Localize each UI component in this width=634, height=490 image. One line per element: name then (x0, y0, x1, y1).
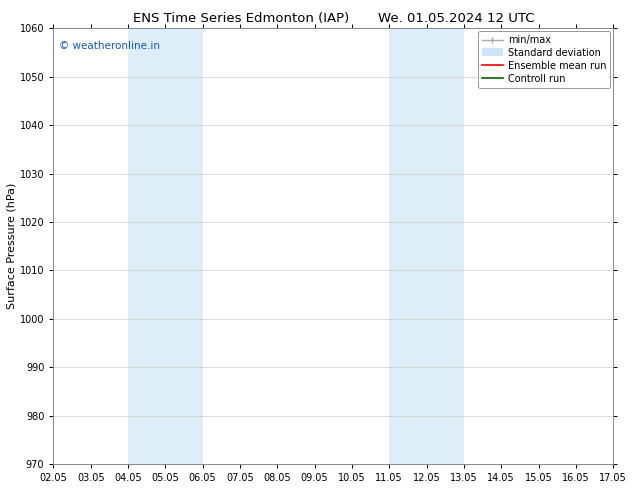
Bar (389, 28, 464, 464)
Text: ENS Time Series Edmonton (IAP): ENS Time Series Edmonton (IAP) (133, 12, 349, 25)
Text: We. 01.05.2024 12 UTC: We. 01.05.2024 12 UTC (378, 12, 534, 25)
Legend: min/max, Standard deviation, Ensemble mean run, Controll run: min/max, Standard deviation, Ensemble me… (478, 31, 611, 88)
Bar (128, 28, 203, 464)
Y-axis label: Surface Pressure (hPa): Surface Pressure (hPa) (7, 183, 17, 309)
Text: © weatheronline.in: © weatheronline.in (59, 41, 160, 51)
